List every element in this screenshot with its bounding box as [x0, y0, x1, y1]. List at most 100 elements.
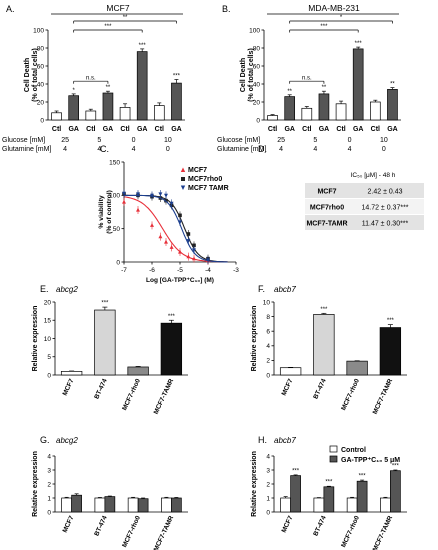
panel-a-glucose-value: 25 [61, 137, 69, 144]
panel-e-gene-title: abcg2 [56, 285, 78, 294]
panel-c-y-tick-label: 150 [109, 159, 120, 166]
panel-a-bar [85, 110, 97, 121]
panel-b-bracket-label: * [340, 15, 343, 21]
panel-b-bar [335, 103, 347, 121]
panel-c-point [192, 256, 196, 261]
panel-h-bar [356, 480, 368, 513]
panel-c-legend-label: MCF7 TAMR [188, 185, 229, 192]
panel-c-point [164, 193, 168, 198]
panel-a-bar [119, 107, 131, 121]
panel-c-point [136, 192, 140, 197]
panel-g-gene-title: abcg2 [56, 436, 78, 445]
panel-a-bar-significance: *** [173, 74, 181, 80]
panel-a-bar [153, 105, 165, 121]
panel-b-glutamine-value: 4 [279, 146, 283, 153]
panel-c-point [158, 192, 163, 197]
panel-c-point [150, 223, 154, 227]
panel-d-row [305, 183, 424, 198]
panel-a-bar-significance: *** [139, 43, 147, 49]
panel-f-bar [379, 327, 402, 376]
panel-g-bar [161, 497, 172, 513]
panel-g-y-tick-label: 3 [47, 467, 51, 474]
panel-f-y-tick-label: 2 [266, 358, 270, 365]
panel-b-y-tick-label: 0 [256, 117, 260, 124]
panel-e-y-tick-label: 10 [44, 336, 52, 343]
panel-b-bar-significance: ** [390, 82, 395, 88]
panel-h-y-tick-label: 4 [266, 453, 270, 460]
panel-b-y-tick-label: 100 [249, 27, 260, 34]
panel-g-x-tick-label: MCF7-TAMR [153, 515, 176, 550]
panel-c-x-tick-label: -5 [177, 267, 183, 274]
panel-c-legend-marker [180, 167, 186, 172]
panel-b-glucose-value: 5 [313, 137, 317, 144]
panel-h-x-tick-label: BT-474 [312, 515, 328, 538]
panel-a-y-tick-label: 60 [37, 63, 45, 70]
panel-f-y-tick-label: 10 [263, 299, 271, 306]
panel-c-x-tick-label: -3 [233, 267, 239, 274]
panel-c-x-label: Log [GA-TPP⁺C₁₀] (M) [146, 277, 214, 284]
panel-e-x-tick-label: MCF7-TAMR [153, 378, 176, 416]
panel-f-bar [279, 367, 302, 376]
panel-e-y-label: Relative expression [32, 306, 39, 372]
panel-a-y-tick-label: 80 [37, 45, 45, 52]
panel-h-legend-label: Control [341, 447, 366, 454]
panel-a-glutamine-value: 0 [166, 146, 170, 153]
panel-e-bar-significance: *** [168, 314, 176, 320]
panel-e-x-tick-label: MCF7-rho0 [121, 378, 142, 412]
panel-g-x-tick-label: MCF7 [62, 515, 76, 534]
panel-g-bar [104, 496, 116, 513]
panel-b-bar-significance: ** [322, 85, 327, 91]
panel-c-point [178, 249, 182, 254]
panel-c-legend-marker [181, 177, 185, 181]
panel-a-y-tick-label: 100 [33, 27, 44, 34]
panel-h-x-tick-label: MCF7-rho0 [340, 515, 361, 549]
panel-b-bar [387, 89, 398, 121]
panel-c-point [186, 239, 191, 243]
panel-f-bar-significance: *** [320, 307, 328, 313]
panel-h-y-label: Relative expression [251, 451, 258, 517]
panel-a-bar [51, 112, 62, 121]
panel-g-bar [71, 494, 82, 513]
panel-b-glutamine-label: Glutamine [mM] [217, 146, 266, 153]
panel-g-y-tick-label: 4 [47, 453, 51, 460]
panel-b-bar [267, 115, 278, 121]
panel-c-point [192, 243, 196, 248]
panel-b-y-tick-label: 20 [253, 99, 261, 106]
panel-g-y-tick-label: 1 [47, 495, 51, 502]
panel-h-bar [313, 497, 325, 513]
panel-b-title: MDA-MB-231 [308, 3, 360, 13]
panel-b-x-tick-label: GA [387, 126, 398, 133]
panel-f-bar [346, 360, 368, 376]
panel-b-bar [369, 101, 381, 121]
panel-f-letter: F. [258, 284, 265, 294]
panel-c-y-tick-label: 50 [113, 226, 121, 233]
panel-h-bar [390, 470, 401, 513]
panel-a-x-tick-label: GA [68, 126, 79, 133]
panel-g-bar [127, 497, 139, 513]
panel-h-bar-significance: *** [392, 464, 400, 470]
panel-h-bar [346, 497, 358, 513]
panel-b-bar-significance: ** [287, 89, 292, 95]
panel-f-y-label: Relative expression [251, 306, 258, 372]
panel-b-x-tick-label: GA [284, 126, 295, 133]
panel-a-y-tick-label: 20 [37, 99, 45, 106]
panel-c-point [178, 220, 182, 225]
panel-b-x-tick-label: GA [353, 126, 364, 133]
panel-b-y-tick-label: 80 [253, 45, 261, 52]
panel-a-x-tick-label: Ctl [120, 126, 129, 133]
panel-b-y-tick-label: 60 [253, 63, 261, 70]
panel-a-bar [68, 95, 80, 121]
panel-c-curve [123, 196, 228, 263]
panel-e-x-tick-label: BT-474 [93, 378, 109, 401]
panel-b-bracket-label: *** [320, 24, 328, 30]
panel-b-glutamine-value: 4 [313, 146, 317, 153]
panel-f-x-tick-label: MCF7 [281, 378, 295, 397]
panel-b-bar [301, 107, 313, 121]
panel-b-bar [318, 93, 330, 121]
panel-b-x-tick-label: Ctl [302, 126, 311, 133]
panel-c-point [164, 239, 168, 244]
panel-b-glucose-value: 10 [380, 137, 388, 144]
panel-b-glucose-label: Glucose [mM] [217, 137, 260, 144]
panel-a-x-tick-label: Ctl [52, 126, 61, 133]
panel-e-y-tick-label: 15 [44, 318, 52, 325]
